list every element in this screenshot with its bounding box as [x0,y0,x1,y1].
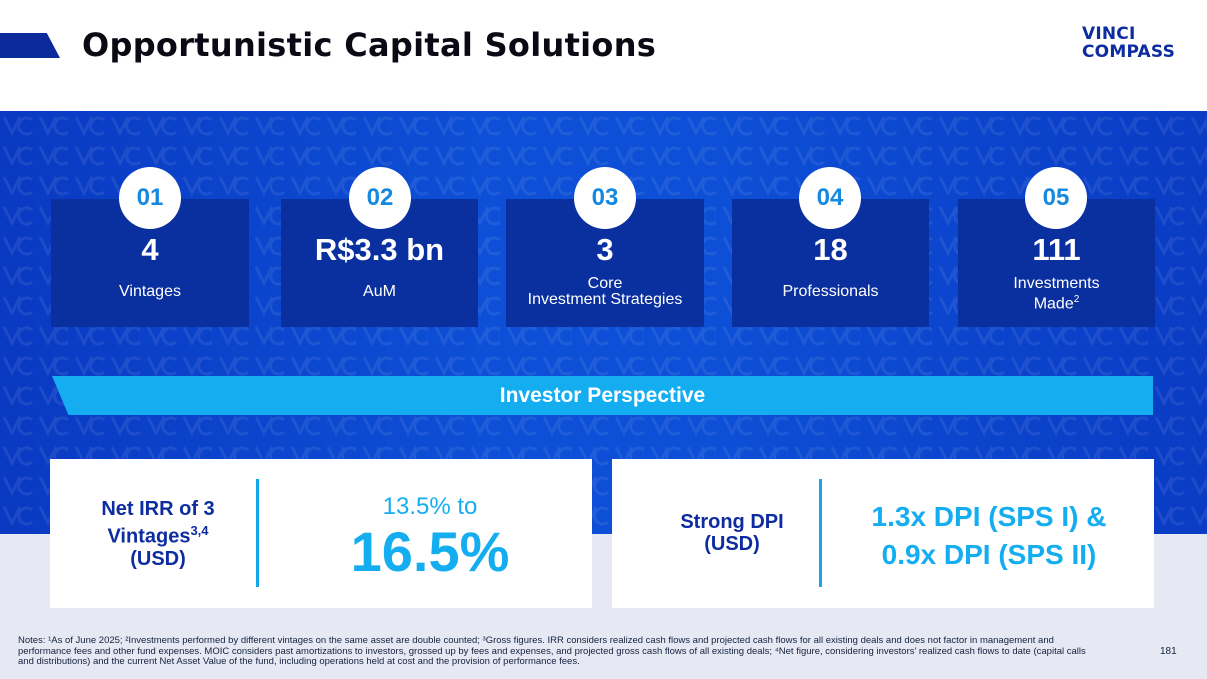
dpi-metric-box: Strong DPI (USD) 1.3x DPI (SPS I) & 0.9x… [612,459,1154,608]
stat-badge-01: 01 [119,167,181,229]
stat-value: 111 [1032,232,1081,267]
stat-badge-02: 02 [349,167,411,229]
stat-label: Professionals [782,283,879,300]
irr-range-from: 13.5% to [382,493,478,520]
header-accent-shape [0,33,60,58]
stat-badge-05: 05 [1025,167,1087,229]
dpi-label-line2: (USD) [704,533,760,555]
irr-range-to: 16.5% [350,520,510,583]
irr-label-line3: (USD) [130,547,186,570]
dpi-value-line2: 0.9x DPI (SPS II) [881,539,1097,570]
stat-value: 18 [813,232,848,267]
irr-label-line2: Vintages3,4 [70,520,246,548]
stat-label-text: Made [1033,295,1074,313]
footnotes: Notes: ¹As of June 2025; ²Investments pe… [18,635,1086,667]
irr-label-line1: Net IRR of 3 [101,498,215,520]
stat-label: Vintages [119,283,181,300]
banner-title: Investor Perspective [499,383,706,407]
stat-label-line2: Made2 [958,292,1155,312]
logo-line-compass: COMPASS [1082,42,1176,62]
dpi-divider [819,479,822,587]
stat-value: 3 [596,232,614,267]
stat-label-line2: Investment Strategies [527,291,683,308]
dpi-value-line1: 1.3x DPI (SPS I) & [871,501,1107,532]
stat-value: R$3.3 bn [314,232,445,267]
footnote-ref: 3,4 [190,523,209,538]
logo-line-vinci: VINCI [1082,24,1136,44]
irr-metric-box: Net IRR of 3 Vintages3,4 (USD) 13.5% to … [50,459,592,608]
stat-value: 4 [141,232,159,267]
dpi-label: Strong DPI (USD) [652,511,812,555]
stat-label-line1: Core [587,275,623,292]
dpi-value: 1.3x DPI (SPS I) & 0.9x DPI (SPS II) [834,498,1144,574]
footnote-ref: 2 [1073,294,1080,305]
investor-perspective-banner: Investor Perspective [52,376,1153,415]
dpi-label-line1: Strong DPI [680,511,784,533]
stat-badge-03: 03 [574,167,636,229]
page-number: 181 [1160,646,1177,657]
stat-label: AuM [363,283,396,300]
irr-label: Net IRR of 3 Vintages3,4 (USD) [70,498,246,570]
stat-badge-04: 04 [799,167,861,229]
vinci-compass-logo: VINCI COMPASS [1082,25,1192,61]
header-bar: Opportunistic Capital Solutions VINCI CO… [0,0,1207,111]
page-title: Opportunistic Capital Solutions [82,26,657,64]
irr-divider [256,479,259,587]
stat-label-line1: Investments [1013,275,1100,292]
irr-label-text: Vintages [107,525,191,548]
